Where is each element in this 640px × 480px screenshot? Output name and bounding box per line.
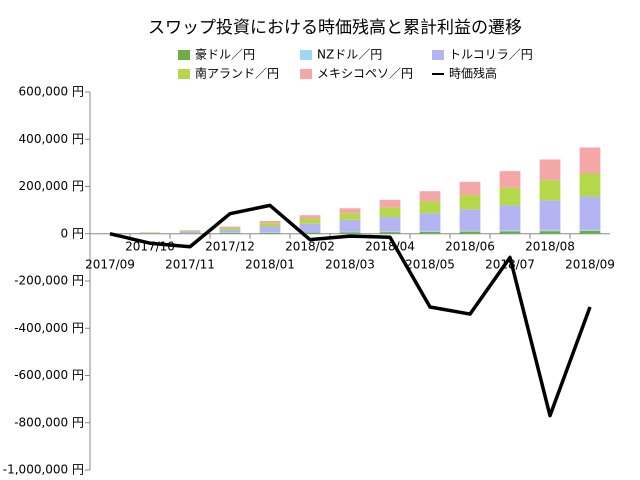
bar-segment: [219, 233, 241, 234]
bar-segment: [259, 220, 281, 224]
bar-segment: [419, 191, 441, 202]
legend-label: NZドル／円: [317, 48, 382, 62]
bar-segment: [499, 230, 521, 232]
bar-segment: [419, 213, 441, 231]
bar-segment: [419, 201, 441, 214]
bar-segment: [379, 232, 401, 234]
bar-segment: [299, 231, 321, 233]
legend-label: 時価残高: [449, 66, 497, 81]
legend-swatch: [300, 69, 312, 79]
legend-label: 豪ドル／円: [195, 47, 255, 62]
bar-segment: [179, 230, 201, 232]
bar-segment: [419, 230, 441, 232]
x-tick-label: 2018/09: [565, 257, 615, 271]
bar-segment: [499, 231, 521, 234]
bar-segment: [459, 195, 481, 210]
bar-segment: [339, 232, 361, 234]
legend-label: 南アランド／円: [195, 66, 279, 81]
x-tick-label: 2017/12: [205, 239, 255, 253]
legend-label: メキシコペソ／円: [317, 67, 413, 81]
bar-segment: [259, 223, 281, 227]
bar-segment: [579, 173, 601, 197]
y-tick-label: 600,000 円: [19, 85, 84, 99]
bar-segment: [579, 196, 601, 230]
x-tick-label: 2018/04: [365, 239, 415, 253]
bar-segment: [499, 187, 521, 206]
bar-segment: [459, 181, 481, 196]
bar-segment: [539, 229, 561, 232]
bar-segment: [299, 223, 321, 232]
y-tick-label: 0 円: [61, 226, 84, 240]
x-tick-label: 2018/02: [285, 239, 335, 253]
bar-segment: [259, 232, 281, 234]
bar-segment: [219, 229, 241, 233]
bar-segment: [579, 147, 601, 174]
bar-segment: [299, 218, 321, 224]
x-tick-label: 2018/05: [405, 257, 455, 271]
legend-swatch: [432, 50, 444, 60]
y-tick-label: -1,000,000 円: [3, 463, 84, 477]
bar-segment: [539, 231, 561, 234]
bar-segment: [259, 226, 281, 233]
bar-segment: [419, 231, 441, 234]
legend-swatch: [178, 69, 190, 79]
bar-segment: [299, 215, 321, 219]
bar-segment: [499, 171, 521, 188]
bar-segment: [379, 231, 401, 233]
legend-swatch: [178, 50, 190, 60]
bar-segment: [579, 229, 601, 231]
x-tick-label: 2018/06: [445, 239, 495, 253]
legend-swatch: [300, 50, 312, 60]
bar-segment: [579, 230, 601, 234]
bar-segment: [339, 208, 361, 214]
y-tick-label: -400,000 円: [14, 321, 84, 335]
x-tick-label: 2017/11: [165, 257, 215, 271]
legend-label: トルコリラ／円: [449, 48, 533, 62]
y-tick-label: 400,000 円: [19, 132, 84, 146]
bar-segment: [379, 217, 401, 232]
x-tick-label: 2018/03: [325, 257, 375, 271]
bar-segment: [299, 232, 321, 234]
bar-segment: [379, 199, 401, 208]
bar-segment: [459, 231, 481, 234]
bar-segment: [179, 231, 201, 234]
bar-segment: [219, 227, 241, 230]
bar-segment: [499, 205, 521, 231]
bar-segment: [539, 180, 561, 201]
bar-segment: [539, 159, 561, 181]
bar-segment: [539, 200, 561, 230]
y-tick-label: 200,000 円: [19, 179, 84, 193]
y-tick-label: -200,000 円: [14, 274, 84, 288]
y-tick-label: -600,000 円: [14, 368, 84, 382]
x-tick-label: 2018/08: [525, 239, 575, 253]
bar-segment: [379, 207, 401, 218]
bar-segment: [339, 231, 361, 233]
x-tick-label: 2018/01: [245, 257, 295, 271]
chart-title: スワップ投資における時価残高と累計利益の遷移: [148, 18, 522, 38]
y-tick-label: -800,000 円: [14, 415, 84, 429]
x-tick-label: 2017/09: [85, 257, 135, 271]
bar-segment: [459, 230, 481, 232]
line: [109, 203, 592, 418]
bar-segment: [339, 219, 361, 232]
bar-segment: [219, 226, 241, 228]
bar-segment: [459, 209, 481, 231]
bar-segment: [339, 213, 361, 220]
